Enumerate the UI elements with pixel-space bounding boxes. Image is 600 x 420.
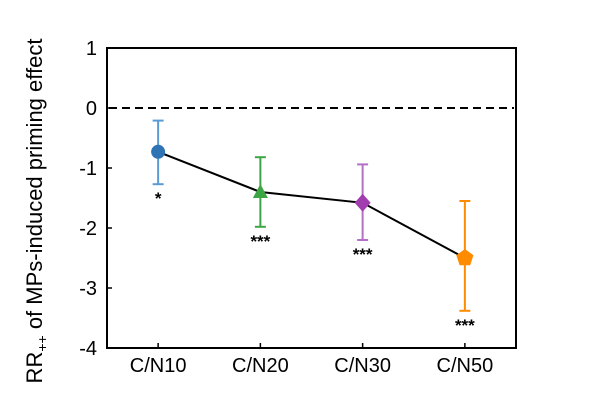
y-axis-title-part: of MPs-induced priming effect xyxy=(22,39,47,336)
x-tick-label-cn10: C/N10 xyxy=(130,355,187,377)
y-tick-label: -1 xyxy=(79,158,97,180)
series-connect-line xyxy=(157,150,466,259)
x-tick-label-cn20: C/N20 xyxy=(232,355,289,377)
x-tick-label-cn30: C/N30 xyxy=(334,355,391,377)
y-tick-label: -2 xyxy=(79,218,97,240)
plot-frame xyxy=(106,47,517,349)
y-axis-title-part: ++ xyxy=(34,335,50,351)
marker-pentagon-cn50 xyxy=(456,249,474,266)
marker-triangle-cn20 xyxy=(252,184,268,198)
significance-stars-cn10: * xyxy=(155,189,162,208)
y-axis-title-part: RR xyxy=(22,352,47,384)
y-tick-label: 1 xyxy=(86,38,97,60)
x-tick-label-cn50: C/N50 xyxy=(437,355,494,377)
y-tick-label: -4 xyxy=(79,338,97,360)
significance-stars-cn50: *** xyxy=(455,316,475,335)
marker-circle-cn10 xyxy=(151,144,166,159)
marker-diamond-cn30 xyxy=(354,193,371,212)
y-axis-title: RR++ of MPs-induced priming effect xyxy=(22,39,50,384)
y-tick-label: -3 xyxy=(79,278,97,300)
significance-stars-cn30: *** xyxy=(353,245,373,264)
y-tick-label: 0 xyxy=(86,98,97,120)
significance-stars-cn20: *** xyxy=(250,232,270,251)
